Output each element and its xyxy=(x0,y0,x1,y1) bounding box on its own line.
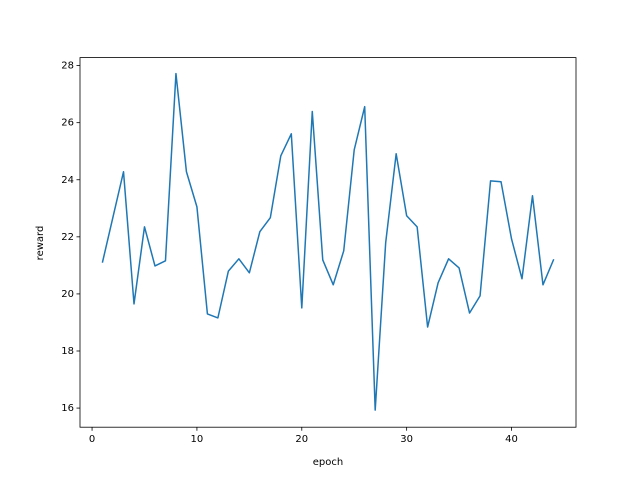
y-axis-label: reward xyxy=(35,226,46,261)
x-tick-label: 30 xyxy=(400,434,413,445)
x-tick-label: 20 xyxy=(295,434,308,445)
x-axis-label: epoch xyxy=(313,457,343,468)
y-tick-label: 24 xyxy=(61,175,74,186)
y-tick-label: 28 xyxy=(61,61,74,72)
y-tick-label: 16 xyxy=(61,403,74,414)
y-tick-label: 18 xyxy=(61,346,74,357)
y-tick-label: 20 xyxy=(61,289,74,300)
line xyxy=(101,72,555,411)
plot-frame xyxy=(79,57,577,428)
x-tick-label: 10 xyxy=(191,434,204,445)
x-tick-label: 0 xyxy=(89,434,95,445)
y-tick-label: 22 xyxy=(61,232,74,243)
y-tick-label: 26 xyxy=(61,118,74,129)
x-tick-label: 40 xyxy=(505,434,518,445)
